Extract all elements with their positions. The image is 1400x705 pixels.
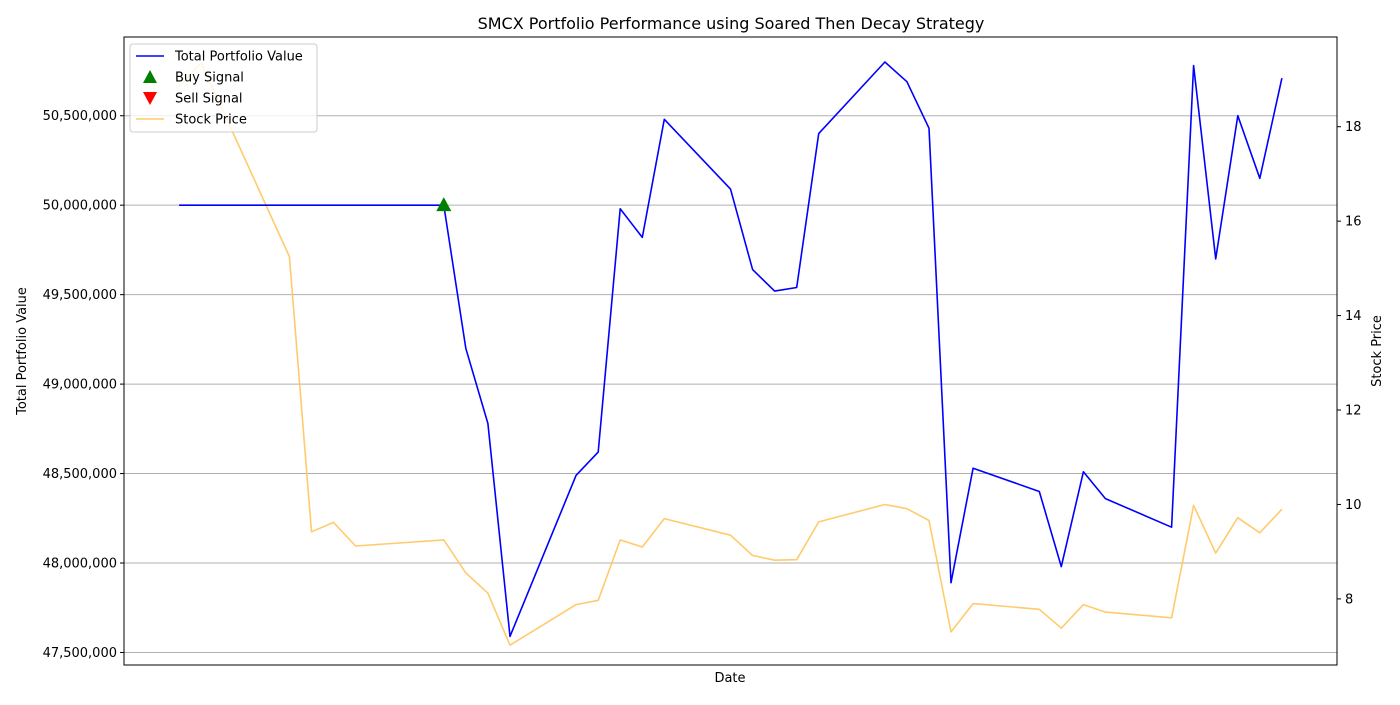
series-line-total-portfolio-value [179,61,1283,638]
buy-signal-marker [436,197,452,212]
legend-box [129,43,318,133]
y-tick-label: 47,500,000 [43,646,117,661]
legend-label-stock-price: Stock Price [175,113,247,128]
plot-frame [123,36,1338,666]
y-tick-label: 50,500,000 [43,109,117,124]
y-tick-label: 48,000,000 [43,557,117,572]
y2-tick-label: 10 [1345,498,1362,513]
y2-tick-label: 16 [1345,215,1362,230]
stock-price-layer [178,62,1283,647]
y2-tick-label: 12 [1345,404,1362,419]
grid-layer [124,115,1337,653]
y2-tick-label: 14 [1345,309,1362,324]
y-tick-label: 48,500,000 [43,467,117,482]
y2-tick-label: 8 [1345,592,1353,607]
y-axis-label: Total Portfolio Value [15,287,30,416]
y-tick-label: 49,500,000 [43,288,117,303]
series-line-stock-price [178,62,1283,647]
chart-title: SMCX Portfolio Performance using Soared … [478,14,985,33]
signal-layer [436,197,452,212]
x-axis-label: Date [714,671,745,686]
y-tick-label: 49,000,000 [43,378,117,393]
y2-tick-label: 18 [1345,120,1362,135]
right-axis: 8 10 12 14 16 18 [1337,120,1362,607]
legend-label-buy-signal: Buy Signal [175,71,244,86]
y2-axis-label: Stock Price [1370,315,1385,387]
portfolio-value-layer [179,61,1283,638]
left-axis: 47,500,000 48,000,000 48,500,000 49,000,000… [43,109,124,661]
legend: Total Portfolio Value Buy Signal Sell Sign… [129,43,318,133]
legend-swatch-sell-signal [143,92,157,105]
legend-label-sell-signal: Sell Signal [175,92,243,107]
legend-swatch-buy-signal [143,70,157,83]
legend-label-total-portfolio-value: Total Portfolio Value [174,50,303,65]
y-tick-label: 50,000,000 [43,199,117,214]
